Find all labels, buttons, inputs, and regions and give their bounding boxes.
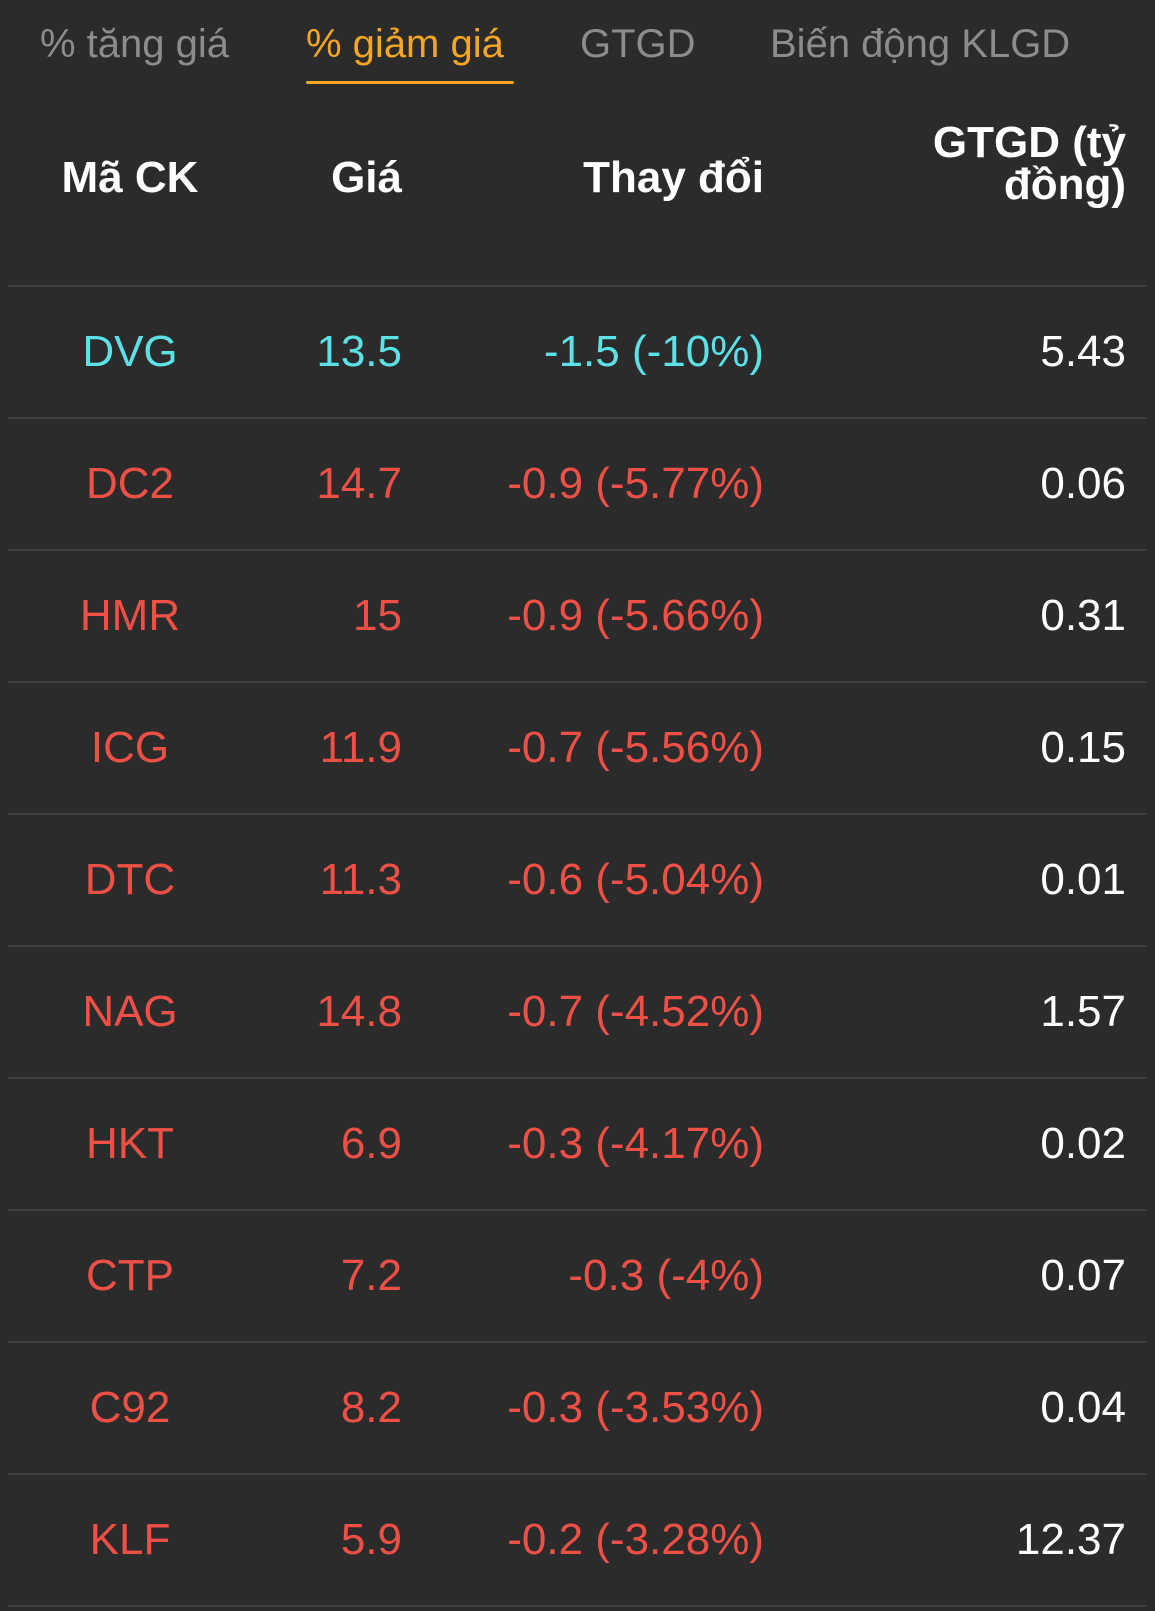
header-code: Mã CK [61,153,199,202]
table-body: DVG 13.5 -1.5 (-10%) 5.43 DC2 14.7 -0.9 (-5.77… [0,287,1155,1607]
table-row[interactable]: ICG 11.9 -0.7 (-5.56%) 0.15 [8,683,1147,815]
trading-value: 0.02 [1040,1119,1126,1168]
table-row[interactable]: HKT 6.9 -0.3 (-4.17%) 0.02 [8,1079,1147,1211]
price-change: -0.7 (-5.56%) [507,723,764,772]
stock-code: DTC [84,855,176,904]
stock-price: 11.3 [319,855,402,904]
price-change: -0.3 (-4.17%) [507,1119,764,1168]
header-change: Thay đổi [583,153,764,202]
stock-code: HKT [86,1119,174,1168]
stock-price: 13.5 [316,327,402,376]
trading-value: 0.31 [1040,591,1126,640]
tab-volume-change[interactable]: Biến động KLGD [770,22,1071,66]
trading-value: 0.07 [1040,1251,1126,1300]
trading-value: 1.57 [1040,987,1126,1036]
active-tab-indicator [306,81,514,84]
header-value-line2: đồng) [1003,160,1126,209]
header-value-line1: GTGD (tỷ [932,118,1126,167]
stock-code: DC2 [85,459,175,508]
tab-trading-value[interactable]: GTGD [580,22,696,66]
stock-code: ICG [90,723,170,772]
price-change: -0.7 (-4.52%) [507,987,764,1036]
table-row[interactable]: NAG 14.8 -0.7 (-4.52%) 1.57 [8,947,1147,1079]
stock-code: DVG [82,327,178,376]
table-row[interactable]: C92 8.2 -0.3 (-3.53%) 0.04 [8,1343,1147,1475]
stock-code: C92 [89,1383,171,1432]
trading-value: 0.01 [1040,855,1126,904]
tab-price-losers[interactable]: % giảm giá [306,22,504,66]
tab-bar: % tăng giá % giảm giá GTGD Biến động KLG… [0,0,1155,95]
table-row[interactable]: DVG 13.5 -1.5 (-10%) 5.43 [8,287,1147,419]
trading-value: 0.06 [1040,459,1126,508]
header-price: Giá [331,153,402,202]
stock-price: 14.7 [316,459,402,508]
stock-price: 5.9 [340,1515,402,1564]
stock-code: HMR [79,591,181,640]
price-change: -0.9 (-5.77%) [507,459,764,508]
table-row[interactable]: DTC 11.3 -0.6 (-5.04%) 0.01 [8,815,1147,947]
price-change: -1.5 (-10%) [543,327,764,376]
stock-price: 14.8 [316,987,402,1036]
price-change: -0.3 (-3.53%) [507,1383,764,1432]
price-change: -0.3 (-4%) [568,1251,764,1300]
table-row[interactable]: DC2 14.7 -0.9 (-5.77%) 0.06 [8,419,1147,551]
stock-price: 15 [353,591,402,640]
stock-price: 11.9 [319,723,402,772]
stock-code: CTP [86,1251,174,1300]
stock-price: 7.2 [340,1251,402,1300]
stock-code: KLF [89,1515,171,1564]
trading-value: 5.43 [1040,327,1126,376]
price-change: -0.9 (-5.66%) [507,591,764,640]
stock-code: NAG [82,987,178,1036]
table-header: Mã CK Giá Thay đổi GTGD (tỷ đồng) [8,95,1147,287]
stock-price: 8.2 [340,1383,402,1432]
trading-value: 0.15 [1040,723,1126,772]
header-value: GTGD (tỷ đồng) [808,115,1126,213]
stock-price: 6.9 [340,1119,402,1168]
table-row[interactable]: CTP 7.2 -0.3 (-4%) 0.07 [8,1211,1147,1343]
stock-table: Mã CK Giá Thay đổi GTGD (tỷ đồng) DVG 13.… [0,95,1155,1607]
price-change: -0.2 (-3.28%) [507,1515,764,1564]
tab-price-gainers[interactable]: % tăng giá [40,22,230,66]
trading-value: 0.04 [1040,1383,1126,1432]
table-row[interactable]: HMR 15 -0.9 (-5.66%) 0.31 [8,551,1147,683]
trading-value: 12.37 [1015,1515,1126,1564]
price-change: -0.6 (-5.04%) [507,855,764,904]
table-row[interactable]: KLF 5.9 -0.2 (-3.28%) 12.37 [8,1475,1147,1607]
